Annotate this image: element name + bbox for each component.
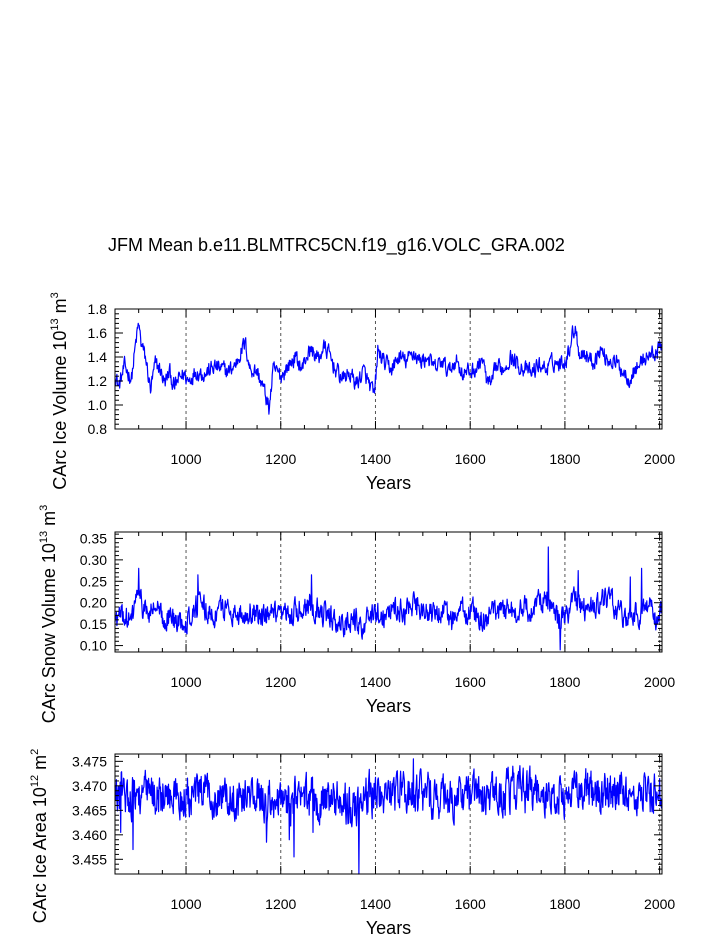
- x-tick-label: 1600: [455, 451, 486, 467]
- x-tick-label: 1600: [455, 896, 486, 912]
- plot-frame: [114, 308, 663, 430]
- y-tick-label: 0.25: [80, 573, 107, 589]
- y-tick-label: 0.20: [80, 595, 107, 611]
- y-tick-label: 1.2: [88, 373, 108, 389]
- x-tick-label: 1200: [265, 896, 296, 912]
- y-tick-label: 3.465: [72, 802, 107, 818]
- x-tick-label: 1800: [549, 896, 580, 912]
- x-axis-label: Years: [366, 473, 411, 493]
- x-tick-label: 1200: [265, 451, 296, 467]
- y-tick-label: 1.0: [88, 397, 108, 413]
- plot-frame: [114, 531, 663, 653]
- series-line: [114, 546, 663, 651]
- x-tick-label: 1400: [360, 451, 391, 467]
- y-axis-label: CArc Ice Area 1012 m2: [29, 749, 50, 923]
- x-tick-label: 1000: [170, 674, 201, 690]
- y-tick-label: 3.455: [72, 851, 107, 867]
- panel-ice-area: 1000 1200 1400 1600 1800 2000 3.455 3.460 3.465 3…: [29, 749, 675, 938]
- x-tick-label: 1200: [265, 674, 296, 690]
- y-axis-label: CArc Ice Volume 1013 m3: [49, 292, 70, 489]
- y-tick-label: 0.15: [80, 616, 107, 632]
- x-tick-label: 1400: [360, 674, 391, 690]
- figure-title: JFM Mean b.e11.BLMTRC5CN.f19_g16.VOLC_GR…: [108, 235, 565, 256]
- x-axis-label: Years: [366, 918, 411, 935]
- y-tick-label: 1.4: [88, 349, 108, 365]
- y-tick-label: 1.8: [88, 301, 108, 317]
- y-tick-label: 1.6: [88, 325, 108, 341]
- panel-ice-volume: 1000 1200 1400 1600 1800 2000 0.8 1.0 1.2 1.4 1.6 1…: [49, 292, 675, 493]
- y-tick-label: 0.8: [88, 421, 108, 437]
- plot-frame: [114, 753, 663, 875]
- y-tick-label: 3.475: [72, 753, 107, 769]
- x-tick-label: 2000: [644, 896, 675, 912]
- x-tick-label: 1000: [170, 451, 201, 467]
- x-tick-label: 1800: [549, 674, 580, 690]
- y-tick-label: 3.470: [72, 778, 107, 794]
- y-axis-label: CArc Snow Volume 1013 m3: [38, 505, 59, 723]
- x-tick-label: 1600: [455, 674, 486, 690]
- x-tick-label: 2000: [644, 674, 675, 690]
- x-tick-label: 2000: [644, 451, 675, 467]
- series-line: [114, 758, 663, 875]
- y-tick-label: 0.30: [80, 552, 107, 568]
- y-tick-label: 3.460: [72, 827, 107, 843]
- y-tick-label: 0.10: [80, 638, 107, 654]
- panel-snow-volume: 1000 1200 1400 1600 1800 2000 0.10 0.15 0.20 0.25…: [38, 505, 675, 723]
- y-tick-label: 0.35: [80, 530, 107, 546]
- x-tick-label: 1400: [360, 896, 391, 912]
- x-axis-label: Years: [366, 696, 411, 716]
- x-tick-label: 1000: [170, 896, 201, 912]
- series-line: [114, 322, 663, 415]
- x-tick-label: 1800: [549, 451, 580, 467]
